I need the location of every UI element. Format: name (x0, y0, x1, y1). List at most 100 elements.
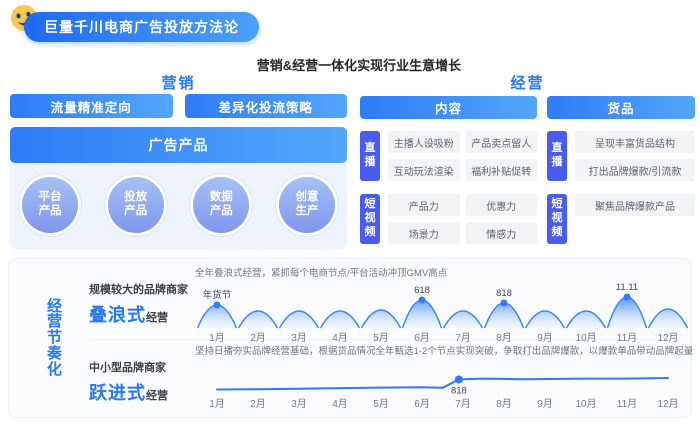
rhythm-row-label: 规模较大的品牌商家 叠浪式经营 (89, 281, 193, 327)
mode-highlight: 跃进式 (89, 383, 146, 403)
svg-text:8月: 8月 (496, 398, 512, 410)
content-item: 产品力 (388, 194, 460, 216)
circle-platform-products: 平台 产品 (22, 177, 78, 233)
content-item: 产品卖点留人 (465, 131, 537, 153)
page-title: 巨量千川电商广告投放方法论 (24, 12, 259, 42)
audience-label: 中小型品牌商家 (89, 362, 166, 374)
goods-panel: 货品 直播 呈现丰富货品结构 打出品牌爆款/引流款 短视频 聚焦品牌爆款产品 (547, 96, 695, 244)
goods-item: 聚焦品牌爆款产品 (575, 194, 695, 216)
mode-suffix: 经营 (146, 390, 168, 402)
circle-label: 数据 (209, 191, 233, 204)
vertical-label-text: 短视频 (551, 198, 563, 238)
mode-suffix: 经营 (146, 312, 168, 324)
goods-shortvideo-items: 聚焦品牌爆款产品 (575, 194, 695, 244)
goods-item: 打出品牌爆款/引流款 (575, 159, 695, 181)
content-shortvideo-group: 短视频 产品力 优惠力 场景力 情感力 (360, 194, 537, 244)
content-item: 场景力 (388, 222, 460, 244)
vertical-title-text: 经营节奏化 (47, 297, 63, 378)
svg-text:3月: 3月 (291, 332, 307, 344)
short-video-label: 短视频 (360, 194, 380, 244)
svg-text:618: 618 (414, 285, 430, 296)
svg-text:6月: 6月 (414, 398, 430, 410)
svg-text:4月: 4月 (332, 398, 348, 410)
circle-label: 产品 (209, 205, 233, 217)
content-panel: 内容 直播 主播人设吸粉 产品卖点留人 互动玩法渲染 福利补贴促转 短视频 产品… (360, 96, 537, 244)
operation-rhythm-section: 经营节奏化 规模较大的品牌商家 叠浪式经营 全年叠浪式经营，紧抓每个电商节点/平… (8, 258, 694, 418)
goods-item: 呈现丰富货品结构 (575, 131, 695, 153)
svg-text:6月: 6月 (414, 332, 430, 344)
vertical-label-text: 直播 (551, 142, 563, 168)
vertical-label-text: 短视频 (364, 198, 376, 238)
svg-text:12月: 12月 (657, 398, 678, 410)
circle-label: 生产 (295, 205, 319, 217)
live-stream-label: 直播 (360, 131, 380, 181)
goods-live-items: 呈现丰富货品结构 打出品牌爆款/引流款 (575, 131, 695, 181)
subtitle: 营销&经营一体化实现行业生意增长 (256, 58, 462, 73)
content-shortvideo-items: 产品力 优惠力 场景力 情感力 (388, 194, 537, 244)
vertical-label-text: 直播 (364, 142, 376, 168)
svg-text:5月: 5月 (373, 398, 389, 410)
marketing-section-title: 营销 (161, 75, 196, 92)
circle-label: 产品 (38, 205, 62, 217)
circle-creative-production: 创意 生产 (278, 177, 335, 233)
rhythm-vertical-title: 经营节奏化 (47, 259, 62, 417)
operation-section-title: 经营 (510, 75, 545, 92)
content-item: 主播人设吸粉 (388, 131, 460, 153)
content-item: 情感力 (465, 222, 537, 244)
svg-text:7月: 7月 (455, 332, 471, 344)
chart-caption: 全年叠浪式经营，紧抓每个电商节点/平台活动冲顶GMV高点 (195, 268, 448, 279)
rhythm-row-large-brands: 规模较大的品牌商家 叠浪式经营 全年叠浪式经营，紧抓每个电商节点/平台活动冲顶G… (89, 263, 689, 344)
svg-text:1月: 1月 (209, 332, 225, 344)
svg-text:3月: 3月 (291, 398, 307, 410)
audience-label: 规模较大的品牌商家 (89, 284, 188, 296)
circle-delivery-products: 投放 产品 (107, 177, 164, 233)
ad-products-banner: 广告产品 (10, 127, 347, 163)
goods-panel-header: 货品 (547, 96, 695, 119)
svg-text:5月: 5月 (373, 332, 389, 344)
content-live-group: 直播 主播人设吸粉 产品卖点留人 互动玩法渲染 福利补贴促转 (360, 131, 537, 181)
pill-traffic-targeting: 流量精准定向 (10, 94, 173, 118)
svg-text:10月: 10月 (575, 398, 596, 410)
svg-text:4月: 4月 (332, 332, 348, 344)
rhythm-row-label: 中小型品牌商家 跃进式经营 (89, 359, 193, 405)
circle-label: 投放 (124, 191, 148, 204)
wave-chart-block: 全年叠浪式经营，紧抓每个电商节点/平台活动冲顶GMV高点 1月 2月 3月 4月 5月 6… (195, 263, 689, 344)
content-panel-header: 内容 (360, 96, 537, 119)
content-item: 优惠力 (465, 194, 537, 216)
jump-line-chart-block: 坚持日播夯实品牌经营基础，根据货品情况全年甄选1-2个节点实现突破，争取打出品牌… (195, 341, 694, 410)
ad-products-panel: 广告产品 平台 产品 投放 产品 数据 产品 创意 生产 (10, 127, 347, 249)
chart-caption: 坚持日播夯实品牌经营基础，根据货品情况全年甄选1-2个节点实现突破，争取打出品牌… (195, 346, 694, 357)
svg-text:9月: 9月 (537, 332, 553, 344)
circle-label: 创意 (295, 191, 319, 204)
circle-label: 平台 (38, 191, 62, 204)
svg-text:11月: 11月 (617, 332, 637, 344)
marketing-pills: 流量精准定向 差异化投流策略 (10, 94, 347, 118)
svg-text:年货节: 年货节 (203, 289, 232, 301)
mode-highlight: 叠浪式 (89, 305, 146, 325)
svg-text:12月: 12月 (657, 332, 678, 344)
goods-shortvideo-group: 短视频 聚焦品牌爆款产品 (547, 194, 695, 244)
svg-text:8月: 8月 (496, 332, 512, 344)
svg-text:2月: 2月 (250, 398, 266, 410)
pill-differentiated-strategy: 差异化投流策略 (184, 94, 347, 118)
content-live-items: 主播人设吸粉 产品卖点留人 互动玩法渲染 福利补贴促转 (388, 131, 537, 181)
svg-text:11月: 11月 (617, 398, 637, 410)
short-video-label: 短视频 (547, 194, 567, 244)
svg-text:2月: 2月 (250, 332, 266, 344)
circle-label: 产品 (124, 205, 148, 217)
mode-label: 跃进式经营 (89, 379, 193, 405)
wave-chart: 1月 2月 3月 4月 5月 6月 7月 8月 9月 10月 11月 12月 年货节 618 818 11.1… (196, 282, 689, 344)
svg-text:7月: 7月 (455, 398, 471, 410)
svg-text:818: 818 (451, 385, 467, 396)
goods-live-group: 直播 呈现丰富货品结构 打出品牌爆款/引流款 (547, 131, 695, 181)
content-item: 互动玩法渲染 (388, 159, 460, 181)
live-stream-label: 直播 (547, 131, 567, 181)
jump-line-chart: 1月 2月 3月 4月 5月 6月 7月 8月 9月 10月 11月 12月 818 (209, 375, 679, 410)
mode-label: 叠浪式经营 (89, 301, 193, 327)
svg-text:9月: 9月 (537, 398, 553, 410)
svg-text:1月: 1月 (209, 398, 225, 410)
content-item: 福利补贴促转 (465, 159, 537, 181)
svg-text:11.11: 11.11 (616, 282, 638, 293)
circle-data-products: 数据 产品 (193, 177, 250, 233)
